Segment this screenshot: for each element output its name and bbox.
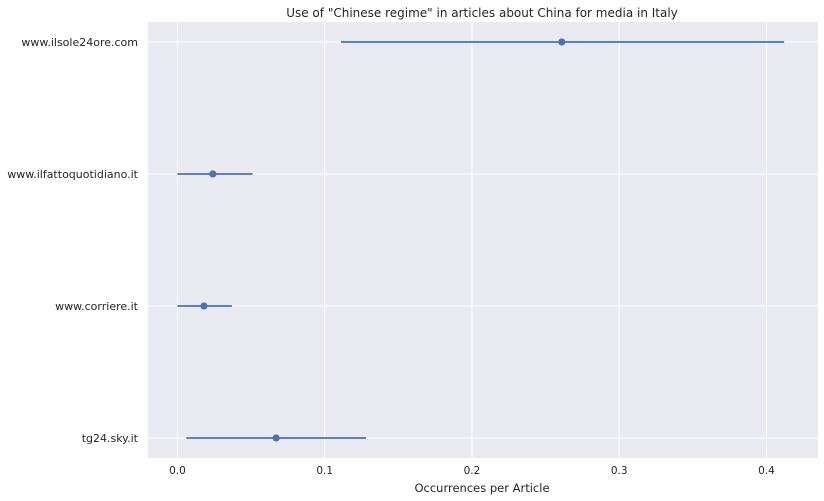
y-tick-label: www.corriere.it [55,300,139,313]
x-axis-label: Occurrences per Article [414,481,549,495]
data-point [200,302,208,310]
data-point [558,38,566,46]
data-point [272,434,280,442]
x-tick-label: 0.3 [611,465,628,477]
x-tick-label: 0.4 [758,465,775,477]
x-tick-label: 0.0 [169,465,186,477]
y-tick-label: www.ilfattoquotidiano.it [7,168,138,181]
data-point [209,170,217,178]
x-tick-labels: 0.0 0.1 0.2 0.3 0.4 [169,465,775,477]
chart-title: Use of "Chinese regime" in articles abou… [286,6,678,20]
y-tick-label: www.ilsole24ore.com [21,36,138,49]
y-tick-labels: www.ilsole24ore.com www.ilfattoquotidiano… [7,36,138,445]
plot-background [148,22,818,458]
y-tick-label: tg24.sky.it [82,432,139,445]
data-points [200,38,566,442]
x-tick-label: 0.2 [464,465,481,477]
x-tick-label: 0.1 [316,465,333,477]
